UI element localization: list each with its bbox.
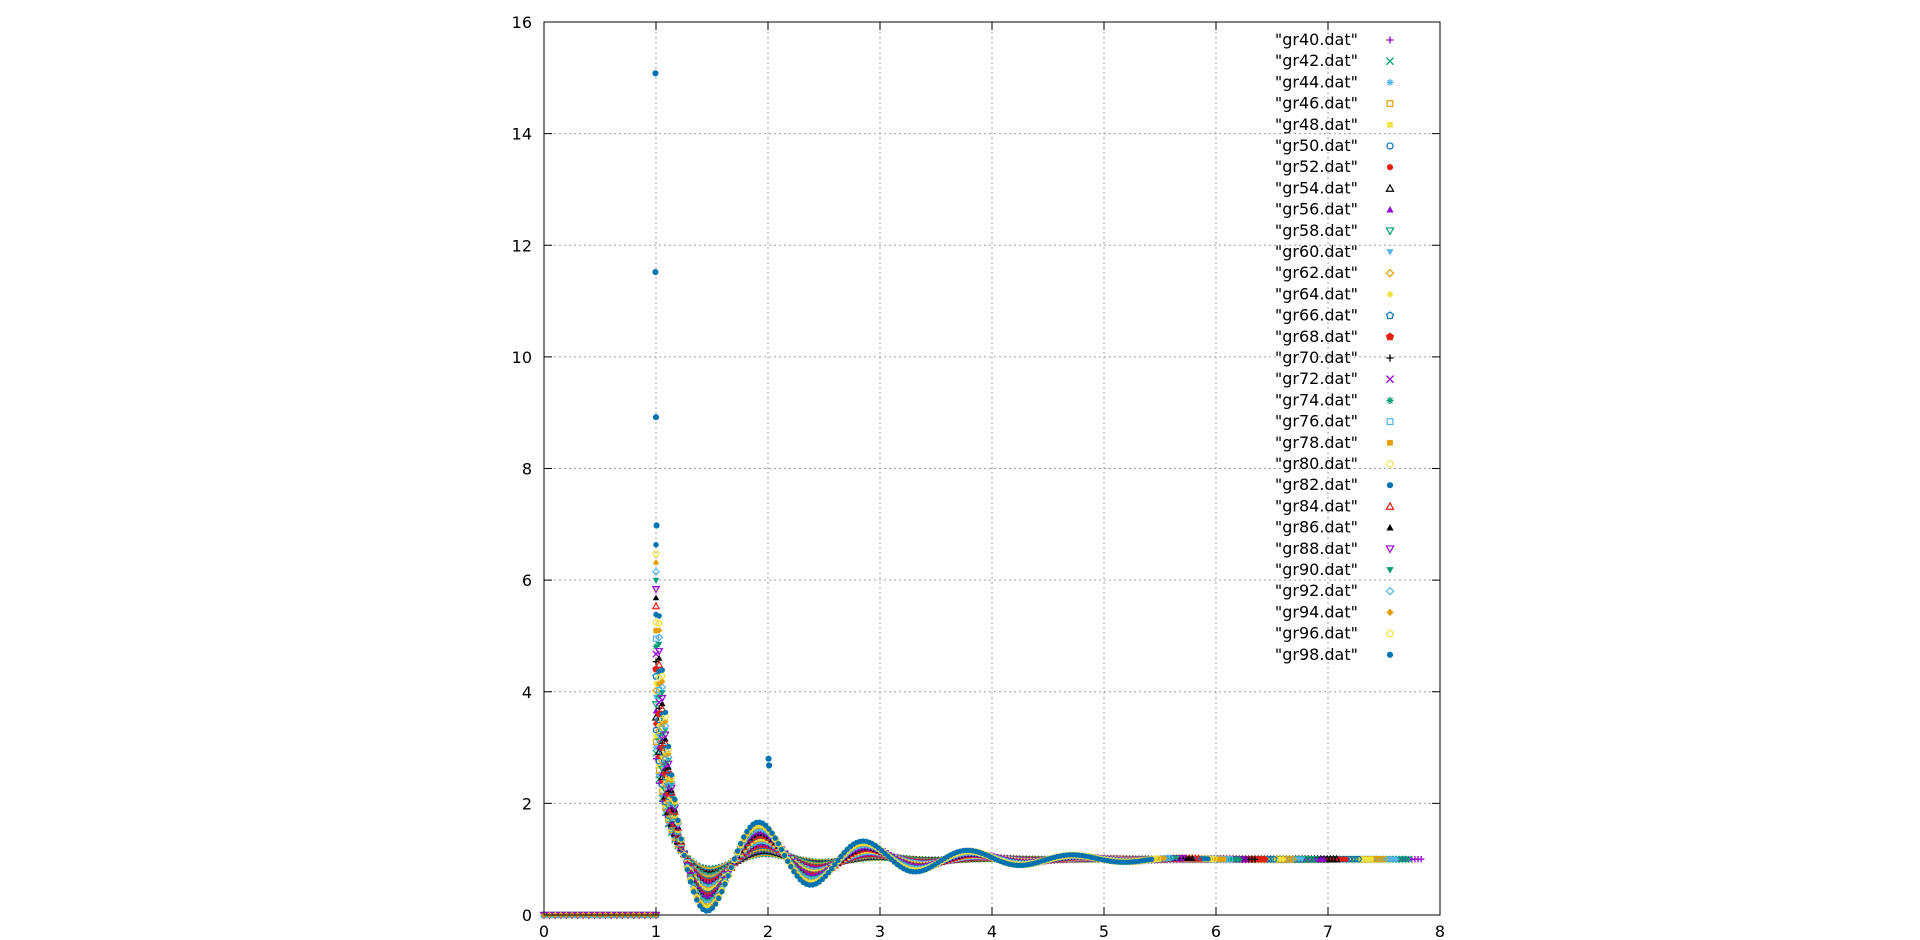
data-point <box>1355 855 1362 863</box>
series-gr64 <box>540 680 1287 919</box>
data-point <box>1226 856 1234 863</box>
data-point <box>654 747 664 755</box>
data-point <box>1332 854 1341 863</box>
data-point <box>1217 856 1224 862</box>
data-point <box>1221 856 1227 862</box>
data-point <box>662 759 669 766</box>
data-point <box>659 721 665 727</box>
data-point <box>653 733 659 739</box>
data-point <box>653 628 659 634</box>
series-gr76 <box>540 635 1234 919</box>
data-point <box>1352 855 1359 863</box>
data-point <box>1401 855 1410 863</box>
data-point <box>1404 855 1413 863</box>
data-point <box>658 704 667 713</box>
data-points <box>539 70 1425 920</box>
data-point <box>652 619 660 626</box>
data-point <box>1205 856 1211 862</box>
data-point <box>659 791 666 799</box>
data-point <box>659 730 666 738</box>
data-point <box>652 635 660 642</box>
data-point <box>1241 855 1250 864</box>
data-point <box>1348 855 1356 863</box>
data-point <box>1392 855 1400 863</box>
data-point <box>1194 854 1203 862</box>
data-point <box>659 700 666 707</box>
data-point <box>652 658 660 665</box>
data-point <box>651 686 661 695</box>
data-point <box>664 765 673 774</box>
data-point <box>1236 856 1243 863</box>
data-point <box>662 752 668 758</box>
data-point <box>658 748 667 756</box>
data-point <box>1417 855 1425 863</box>
data-point <box>672 813 678 819</box>
data-point <box>1320 855 1328 862</box>
data-point <box>1380 856 1387 863</box>
data-point <box>651 601 661 610</box>
data-point <box>1310 855 1319 864</box>
grid-lines <box>544 22 1440 915</box>
data-point <box>656 681 662 687</box>
data-point <box>1365 856 1371 862</box>
data-point <box>1260 855 1269 863</box>
data-point <box>655 654 663 661</box>
data-point <box>652 594 660 601</box>
data-point <box>1285 855 1294 864</box>
data-point <box>661 779 670 788</box>
data-point <box>652 744 660 751</box>
data-point <box>668 828 675 835</box>
data-point <box>1398 855 1407 863</box>
data-point <box>1251 856 1259 863</box>
data-point <box>1298 856 1306 863</box>
data-point <box>713 884 719 890</box>
data-point <box>697 883 703 889</box>
data-point <box>1210 855 1218 863</box>
data-point <box>1280 856 1287 863</box>
series-gr82 <box>541 611 1211 918</box>
data-point <box>1368 856 1374 862</box>
data-point <box>655 715 663 723</box>
data-point <box>1343 856 1349 862</box>
data-point <box>652 643 660 650</box>
data-point <box>1266 855 1275 863</box>
data-point <box>671 816 679 823</box>
data-point <box>655 771 663 778</box>
data-point <box>1288 855 1297 864</box>
data-point <box>1362 856 1368 862</box>
data-point <box>656 763 662 769</box>
data-point <box>661 738 670 747</box>
data-point <box>652 726 660 734</box>
series-gr70 <box>540 658 1259 919</box>
data-point <box>693 876 700 883</box>
data-point <box>654 660 664 668</box>
data-point <box>1270 855 1278 863</box>
